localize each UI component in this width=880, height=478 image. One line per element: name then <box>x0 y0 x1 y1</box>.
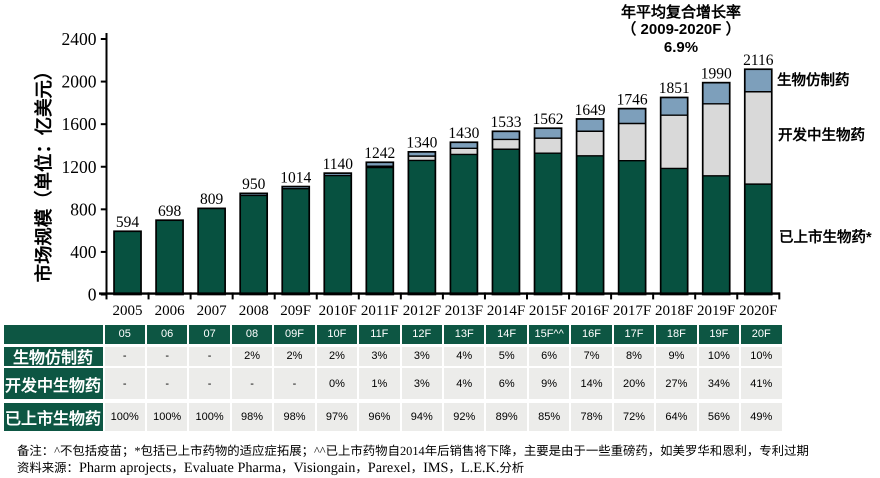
svg-text:1140: 1140 <box>323 156 354 173</box>
svg-text:2010F: 2010F <box>319 303 357 319</box>
svg-text:1200: 1200 <box>62 157 97 177</box>
svg-text:2116: 2116 <box>743 52 774 69</box>
svg-text:2400: 2400 <box>62 29 97 49</box>
svg-text:1242: 1242 <box>364 145 395 162</box>
svg-text:2016F: 2016F <box>571 303 609 319</box>
svg-text:2011F: 2011F <box>361 303 399 319</box>
svg-text:2020F: 2020F <box>739 303 777 319</box>
svg-text:209F: 209F <box>280 303 311 319</box>
svg-text:1600: 1600 <box>62 114 97 134</box>
svg-text:1533: 1533 <box>491 114 522 131</box>
svg-text:2015F: 2015F <box>529 303 567 319</box>
svg-text:2017F: 2017F <box>613 303 651 319</box>
svg-text:809: 809 <box>200 191 224 208</box>
svg-text:594: 594 <box>116 214 140 231</box>
svg-text:2006: 2006 <box>155 303 186 319</box>
svg-text:1430: 1430 <box>448 125 479 142</box>
svg-text:1562: 1562 <box>533 111 564 128</box>
svg-text:800: 800 <box>70 199 97 219</box>
svg-text:698: 698 <box>158 203 182 220</box>
svg-text:400: 400 <box>70 242 97 262</box>
svg-text:1746: 1746 <box>617 91 648 108</box>
svg-text:1340: 1340 <box>406 135 437 152</box>
svg-text:2014F: 2014F <box>487 303 525 319</box>
svg-text:950: 950 <box>242 176 266 193</box>
svg-text:2000: 2000 <box>62 72 97 92</box>
svg-text:2008: 2008 <box>239 303 269 319</box>
svg-text:1649: 1649 <box>575 102 606 119</box>
svg-text:2018F: 2018F <box>655 303 693 319</box>
svg-text:1990: 1990 <box>701 65 732 82</box>
svg-text:1851: 1851 <box>659 80 690 97</box>
svg-text:2005: 2005 <box>113 303 143 319</box>
svg-text:2012F: 2012F <box>403 303 441 319</box>
svg-text:1014: 1014 <box>280 169 311 186</box>
svg-text:2019F: 2019F <box>697 303 735 319</box>
svg-text:0: 0 <box>88 285 97 305</box>
svg-text:2013F: 2013F <box>445 303 483 319</box>
svg-text:2007: 2007 <box>197 303 228 319</box>
